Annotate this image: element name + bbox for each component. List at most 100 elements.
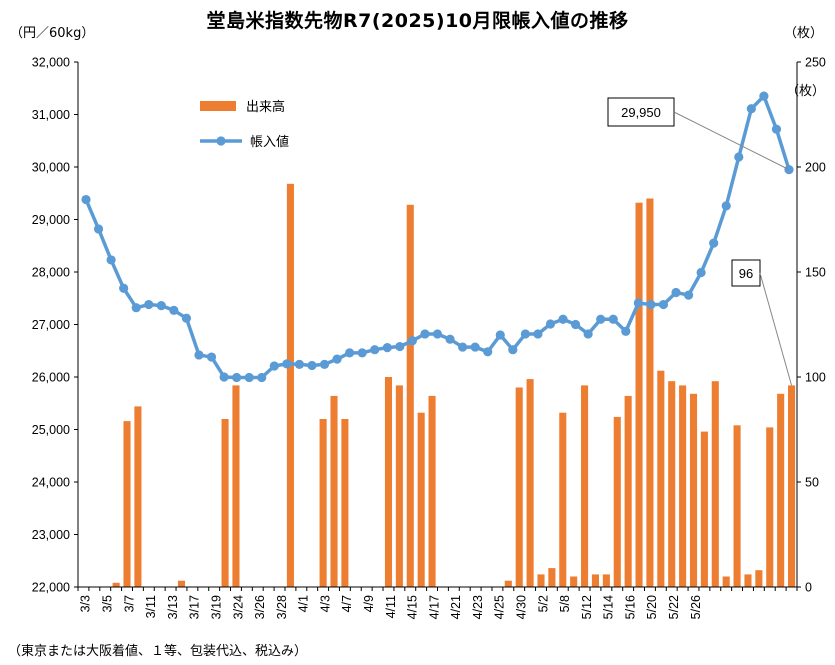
right-tick-label: 250: [805, 56, 826, 70]
price-point: [332, 354, 342, 364]
volume-bar: [635, 202, 643, 587]
price-point: [483, 347, 493, 357]
volume-bar: [406, 204, 414, 588]
volume-bar: [613, 416, 621, 587]
x-tick-label: 5/16: [623, 595, 637, 619]
x-tick-label: 4/1: [297, 595, 311, 612]
price-point: [432, 329, 443, 339]
footnote: （東京または大阪着値、１等、包装代込、税込み）: [8, 644, 308, 659]
x-tick-label: 5/2: [536, 595, 550, 612]
x-tick-label: 3/19: [209, 595, 223, 619]
volume-callout-leader: [759, 272, 793, 386]
volume-bar: [417, 412, 425, 587]
price-point: [144, 299, 154, 310]
price-point: [671, 287, 681, 298]
price-point: [709, 238, 719, 248]
axes: 22,000 23,000 24,000 25,000 26,000 27,000 28,0…: [32, 56, 826, 620]
volume-bars: [112, 183, 796, 588]
volume-bar: [755, 570, 763, 587]
price-point: [583, 329, 593, 339]
price-point: [746, 104, 756, 114]
price-point: [382, 343, 392, 353]
volume-bar: [722, 576, 730, 587]
right-tick-label: 150: [805, 266, 826, 280]
price-point: [683, 290, 694, 300]
price-point: [470, 342, 480, 352]
price-point: [307, 360, 317, 371]
volume-bar: [123, 421, 131, 587]
price-point: [558, 314, 568, 324]
price-point: [784, 165, 794, 175]
price-point: [533, 329, 543, 339]
price-point: [219, 372, 229, 382]
callouts: 29,950 96: [607, 97, 793, 386]
left-axis-unit: （円／60kg）: [10, 26, 95, 41]
volume-bar: [548, 568, 556, 587]
price-point: [294, 359, 305, 369]
volume-bar: [319, 419, 327, 587]
x-tick-label: 4/17: [427, 595, 441, 619]
x-tick-label: 4/25: [493, 595, 507, 619]
volume-bar: [679, 385, 687, 587]
x-tick-label: 5/26: [689, 595, 703, 619]
volume-bar: [733, 425, 741, 587]
price-point: [181, 313, 192, 323]
left-tick-label: 27,000: [32, 318, 70, 332]
volume-bar: [602, 574, 610, 587]
left-tick-label: 31,000: [32, 108, 70, 122]
price-point: [633, 298, 643, 308]
x-tick-label: 3/13: [166, 595, 180, 619]
x-tick-label: 3/11: [144, 595, 158, 618]
price-point: [93, 224, 104, 234]
volume-bar: [689, 393, 698, 587]
price-point: [596, 314, 606, 324]
price-point: [232, 372, 242, 383]
x-tick-label: 3/24: [231, 595, 245, 619]
x-tick-label: 3/28: [275, 595, 289, 619]
x-tick-label: 4/23: [471, 595, 485, 619]
x-tick-label: 5/14: [602, 595, 616, 619]
volume-bar: [570, 576, 578, 587]
price-point: [520, 329, 530, 339]
x-tick-label: 5/12: [580, 595, 594, 619]
price-point: [395, 341, 405, 352]
volume-bar: [515, 387, 523, 587]
volume-bar: [744, 574, 752, 587]
legend-bar-label: 出来高: [246, 99, 285, 115]
price-point: [658, 299, 669, 310]
volume-bar: [777, 393, 785, 587]
price-point: [106, 255, 116, 265]
price-point: [357, 348, 367, 358]
volume-bar: [526, 379, 534, 587]
price-point: [759, 91, 769, 101]
price-point: [495, 330, 505, 340]
price-point: [206, 352, 217, 362]
price-point: [169, 305, 179, 315]
left-tick-label: 30,000: [32, 161, 70, 175]
right-tick-label: 100: [805, 371, 826, 385]
price-point: [420, 329, 430, 339]
price-point: [646, 299, 656, 310]
volume-callout-label: 96: [739, 266, 753, 281]
volume-bar: [581, 385, 589, 587]
price-point: [508, 345, 518, 355]
left-tick-label: 23,000: [32, 528, 70, 542]
price-point: [269, 361, 279, 371]
price-point: [282, 359, 292, 369]
volume-bar: [428, 395, 436, 587]
price-point: [81, 194, 91, 205]
volume-bar: [134, 406, 142, 587]
volume-bar: [286, 183, 294, 588]
volume-bar: [624, 395, 632, 587]
price-point: [194, 350, 204, 360]
volume-bar: [766, 427, 774, 587]
x-tick-label: 4/11: [384, 595, 398, 618]
x-tick-label: 3/7: [122, 595, 136, 612]
price-point: [345, 348, 355, 358]
price-point: [445, 334, 455, 344]
x-tick-label: 4/7: [340, 595, 354, 612]
volume-callout-box: [731, 259, 761, 287]
x-tick-label: 4/9: [362, 595, 376, 612]
